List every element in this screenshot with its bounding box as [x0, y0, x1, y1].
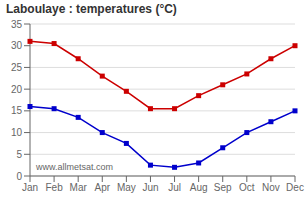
- svg-text:May: May: [117, 182, 136, 193]
- svg-text:Oct: Oct: [239, 182, 255, 193]
- svg-text:Dec: Dec: [286, 182, 297, 193]
- svg-text:25: 25: [11, 62, 23, 73]
- svg-text:20: 20: [11, 84, 23, 95]
- svg-text:Jun: Jun: [142, 182, 158, 193]
- svg-text:35: 35: [11, 19, 23, 30]
- svg-text:30: 30: [11, 40, 23, 51]
- svg-text:Mar: Mar: [70, 182, 88, 193]
- svg-text:10: 10: [11, 127, 23, 138]
- svg-text:15: 15: [11, 105, 23, 116]
- svg-text:Jan: Jan: [22, 182, 38, 193]
- html-text:Laboulaye : temperatures (°C): Laboulaye : temperatures (°C): [6, 2, 177, 16]
- svg-text:Feb: Feb: [45, 182, 63, 193]
- svg-text:0: 0: [16, 171, 22, 182]
- html-text:www.allmetsat.com: www.allmetsat.com: [36, 162, 113, 172]
- svg-text:Nov: Nov: [262, 182, 280, 193]
- svg-text:Apr: Apr: [94, 182, 110, 193]
- svg-text:Aug: Aug: [190, 182, 208, 193]
- svg-text:Sep: Sep: [214, 182, 232, 193]
- svg-text:5: 5: [16, 149, 22, 160]
- svg-text:Jul: Jul: [168, 182, 181, 193]
